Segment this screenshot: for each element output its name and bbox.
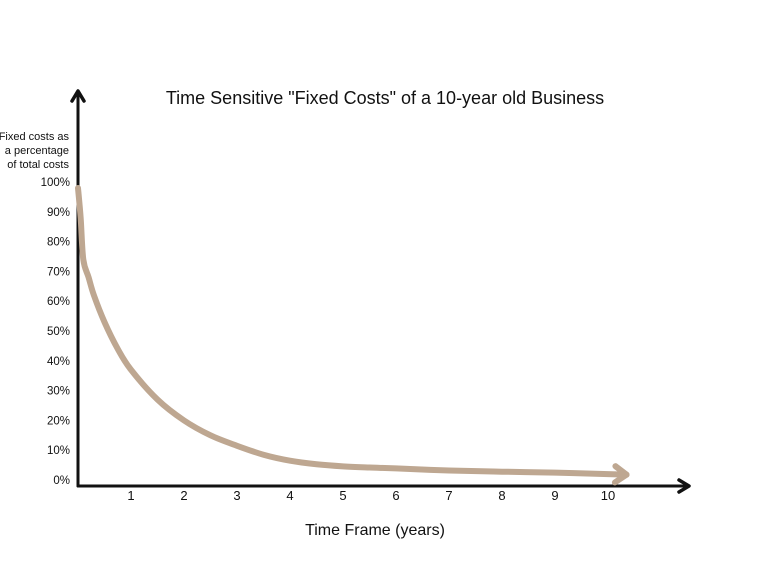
y-tick-label: 40% <box>47 356 70 368</box>
x-axis-label: Time Frame (years) <box>305 522 445 539</box>
y-axis-label-line-3: of total costs <box>7 159 69 171</box>
x-tick-label: 3 <box>233 488 240 503</box>
y-tick-label: 70% <box>47 266 70 278</box>
y-tick-label: 20% <box>47 415 70 427</box>
x-tick-label: 9 <box>551 488 558 503</box>
series-line <box>75 185 630 478</box>
series-arrowhead <box>611 463 630 486</box>
x-tick-label: 7 <box>445 488 452 503</box>
x-tick-label: 6 <box>392 488 399 503</box>
chart-title: Time Sensitive "Fixed Costs" of a 10-yea… <box>166 88 604 108</box>
y-axis-label-line-1: Fixed costs as <box>0 131 69 143</box>
y-tick-label: 80% <box>47 237 70 249</box>
x-tick-label: 5 <box>339 488 346 503</box>
y-tick-label: 60% <box>47 296 70 308</box>
y-tick-label: 90% <box>47 207 70 219</box>
axes <box>70 89 691 494</box>
x-tick-label: 8 <box>498 488 505 503</box>
x-tick-label: 2 <box>180 488 187 503</box>
y-tick-label: 30% <box>47 386 70 398</box>
y-tick-label: 0% <box>53 475 70 487</box>
x-tick-label: 4 <box>286 488 293 503</box>
x-axis-arrowhead <box>677 478 691 494</box>
x-tick-labels: 1 2 3 4 5 6 7 8 9 10 <box>127 488 615 503</box>
y-axis-label-line-2: a percentage <box>5 145 69 157</box>
series-layer <box>75 185 630 486</box>
y-tick-label: 100% <box>41 177 70 189</box>
y-tick-labels: 0% 10% 20% 30% 40% 50% 60% 70% 80% 90% 100% <box>41 177 70 487</box>
y-tick-label: 50% <box>47 326 70 338</box>
x-tick-label: 1 <box>127 488 134 503</box>
x-tick-label: 10 <box>601 488 615 503</box>
y-axis-arrowhead <box>70 89 86 103</box>
y-tick-label: 10% <box>47 445 70 457</box>
